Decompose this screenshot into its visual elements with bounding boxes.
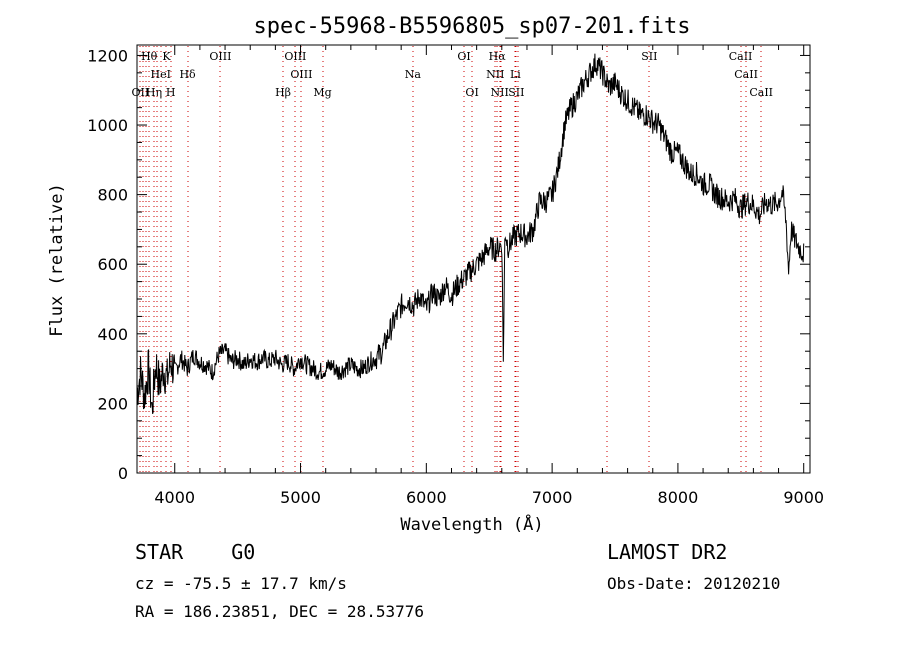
class-label: STAR xyxy=(135,540,184,564)
marker-label: OIII xyxy=(209,50,231,63)
marker-label: CaII xyxy=(729,50,753,63)
marker-label: Li xyxy=(510,68,521,81)
survey-label: LAMOST DR2 xyxy=(607,540,728,564)
marker-label: OI xyxy=(457,50,470,63)
marker-label: NII xyxy=(486,68,504,81)
x-tick-label: 5000 xyxy=(280,488,321,507)
marker-label: SII xyxy=(508,86,524,99)
plot-frame xyxy=(136,44,811,474)
marker-label: CaII xyxy=(734,68,758,81)
marker-label: OII xyxy=(132,86,150,99)
spectrum-line xyxy=(136,53,805,414)
x-tick-label: 7000 xyxy=(532,488,573,507)
object-class: STAR G0 xyxy=(135,540,255,564)
marker-label: Hη xyxy=(146,86,162,99)
marker-label: CaII xyxy=(749,86,773,99)
axis-ticks: 4000 5000 6000 7000 8000 9000 0 200 400 600 800 100… xyxy=(87,45,824,507)
x-tick-label: 6000 xyxy=(406,488,447,507)
marker-label: OIII xyxy=(284,50,306,63)
y-tick-label: 0 xyxy=(118,464,128,483)
marker-label: Na xyxy=(405,68,422,81)
y-tick-label: 600 xyxy=(97,255,128,274)
x-axis-label: Wavelength (Å) xyxy=(400,513,543,535)
marker-label: K xyxy=(162,50,171,63)
coordinates-label: RA = 186.23851, DEC = 28.53776 xyxy=(135,602,424,621)
y-tick-label: 1000 xyxy=(87,116,128,135)
y-tick-label: 400 xyxy=(97,325,128,344)
subclass-label: G0 xyxy=(231,540,256,564)
obs-date-label: Obs-Date: 20120210 xyxy=(607,574,781,593)
redshift-label: cz = -75.5 ± 17.7 km/s xyxy=(135,574,347,593)
x-tick-label: 8000 xyxy=(658,488,699,507)
marker-label: Hδ xyxy=(179,68,196,81)
y-axis-label: Flux (relative) xyxy=(47,183,67,337)
y-tick-label: 200 xyxy=(97,394,128,413)
y-tick-label: 1200 xyxy=(87,46,128,65)
marker-label: OI xyxy=(465,86,478,99)
marker-label: HeI xyxy=(151,68,171,81)
marker-label: NII xyxy=(491,86,509,99)
marker-label: Hβ xyxy=(275,86,291,99)
marker-label: SII xyxy=(641,50,657,63)
marker-label: H xyxy=(166,86,176,99)
y-tick-label: 800 xyxy=(97,186,128,205)
marker-label: Hα xyxy=(489,50,507,63)
x-tick-label: 9000 xyxy=(783,488,824,507)
marker-label: Hθ xyxy=(141,50,158,63)
x-tick-label: 4000 xyxy=(154,488,195,507)
chart-title: spec-55968-B5596805_sp07-201.fits xyxy=(253,14,690,39)
marker-label: OIII xyxy=(290,68,312,81)
marker-label: Mg xyxy=(313,86,331,99)
